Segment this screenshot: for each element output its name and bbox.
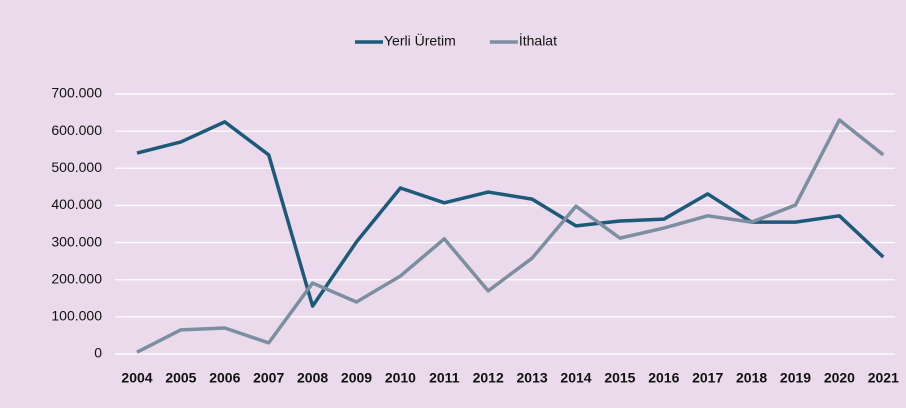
x-tick-label: 2018 [736, 370, 767, 386]
series-line [136, 120, 885, 308]
x-tick-label: 2010 [385, 370, 416, 386]
x-tick-label: 2008 [297, 370, 328, 386]
legend-label: Yerli Üretim [384, 32, 456, 49]
y-tick-label: 600.000 [51, 122, 102, 138]
x-tick-label: 2011 [429, 370, 460, 386]
x-tick-label: 2017 [692, 370, 723, 386]
x-tick-label: 2005 [165, 370, 196, 386]
series-line [136, 118, 885, 354]
y-tick-label: 100.000 [51, 308, 102, 324]
y-tick-label: 500.000 [51, 159, 102, 175]
x-tick-label: 2007 [253, 370, 284, 386]
x-tick-label: 2015 [604, 370, 635, 386]
y-tick-label: 200.000 [51, 270, 102, 286]
x-tick-label: 2006 [209, 370, 240, 386]
x-tick-label: 2019 [780, 370, 811, 386]
x-tick-label: 2020 [824, 370, 855, 386]
x-tick-label: 2021 [868, 370, 899, 386]
y-tick-label: 0 [94, 345, 102, 361]
y-tick-label: 300.000 [51, 233, 102, 249]
x-tick-label: 2016 [648, 370, 679, 386]
x-tick-label: 2004 [121, 370, 152, 386]
x-tick-label: 2014 [560, 370, 591, 386]
x-tick-label: 2009 [341, 370, 372, 386]
x-tick-label: 2013 [517, 370, 548, 386]
legend-label: İthalat [519, 32, 557, 49]
y-tick-label: 400.000 [51, 196, 102, 212]
y-tick-label: 700.000 [51, 85, 102, 101]
x-tick-label: 2012 [473, 370, 504, 386]
